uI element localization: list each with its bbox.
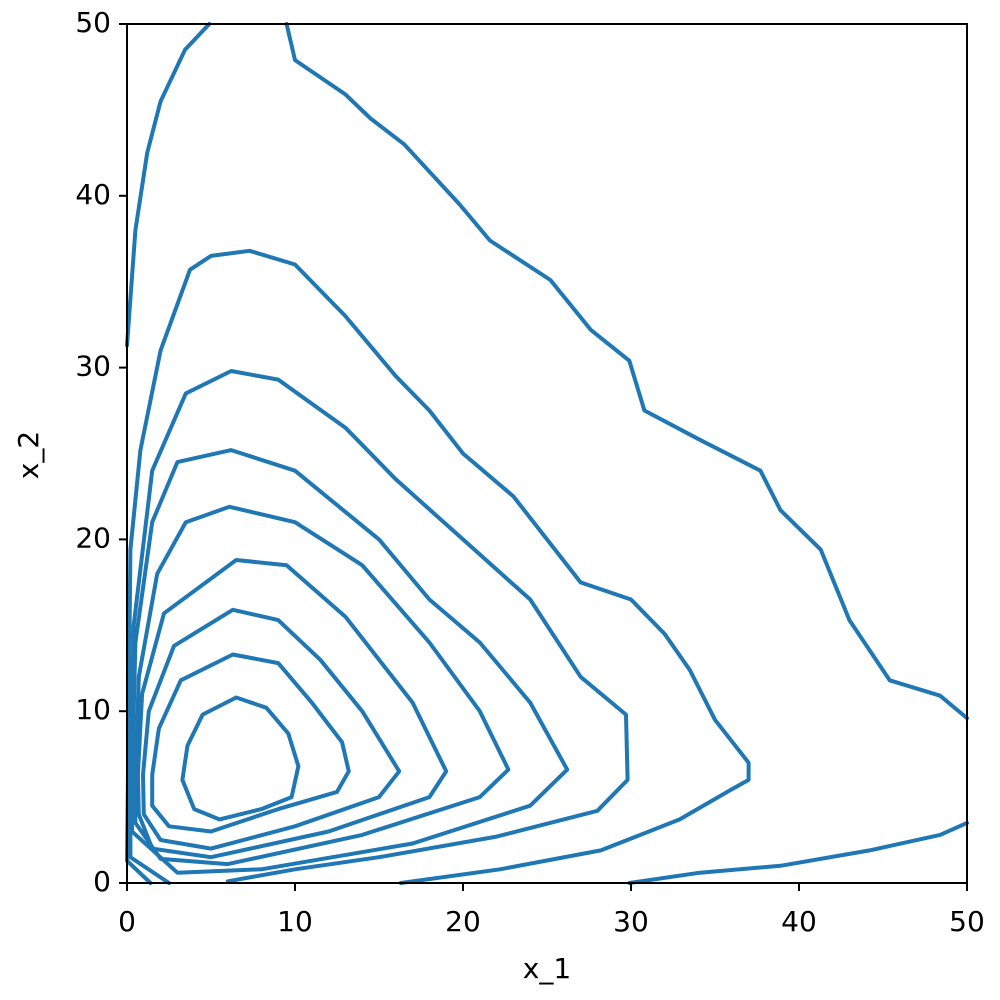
contour-line xyxy=(627,820,969,885)
x-tick-label: 50 xyxy=(949,905,985,938)
contour-line xyxy=(284,22,969,721)
y-axis-label: x_2 xyxy=(12,431,45,479)
contour-line xyxy=(128,369,630,885)
contour-line xyxy=(141,607,402,851)
y-tick-label: 30 xyxy=(75,350,111,383)
y-tick-label: 50 xyxy=(75,6,111,39)
x-tick-label: 10 xyxy=(277,905,313,938)
contour-line xyxy=(133,504,511,867)
y-tick-label: 0 xyxy=(93,865,111,898)
contour-line xyxy=(125,248,751,885)
plot-frame xyxy=(126,23,968,884)
contour-line xyxy=(135,558,449,860)
x-tick-label: 30 xyxy=(613,905,649,938)
x-tick-label: 0 xyxy=(118,905,136,938)
y-tick-label: 10 xyxy=(75,693,111,726)
contour-line xyxy=(130,448,570,875)
contour-line xyxy=(125,22,212,348)
contour-line xyxy=(180,695,301,822)
y-tick-label: 20 xyxy=(75,521,111,554)
x-axis-label: x_1 xyxy=(523,952,571,985)
y-tick-label: 40 xyxy=(75,178,111,211)
x-tick-label: 40 xyxy=(781,905,817,938)
x-tick-label: 20 xyxy=(445,905,481,938)
contour-line xyxy=(150,652,351,834)
